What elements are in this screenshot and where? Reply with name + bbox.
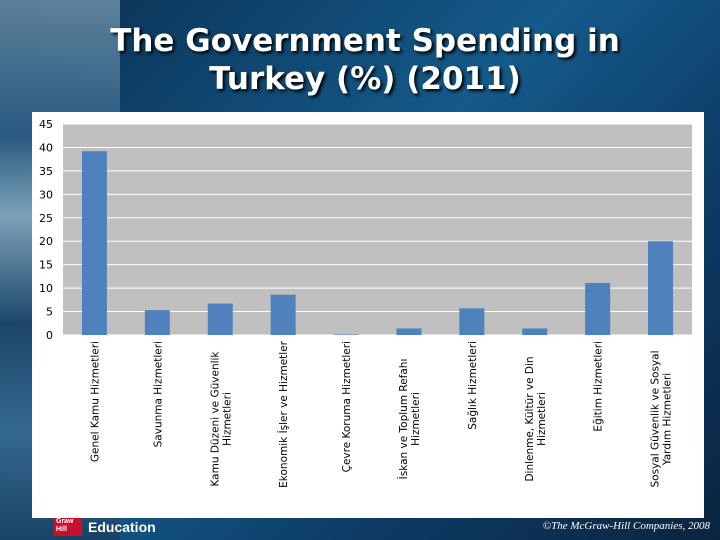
y-tick-label: 0 <box>46 329 53 342</box>
bar-chart: 0 5 10 15 20 25 30 35 40 45 Genel Kamu Hizmetleri S… <box>39 118 692 488</box>
bar <box>585 282 611 335</box>
x-tick-label: Dinlenme, Kültür ve Din Hizmetleri <box>524 356 548 481</box>
y-tick-label: 40 <box>39 141 53 154</box>
slide-title-line-1: The Government Spending in <box>110 23 620 59</box>
x-tick-label: Çevre Koruma Hizmetleri <box>341 341 353 472</box>
bar <box>81 151 107 335</box>
x-tick-label-line: Dinlenme, Kültür ve Din <box>524 356 536 481</box>
x-tick-label: Savunma Hizmetleri <box>152 341 164 447</box>
x-tick-label-line: Hizmetleri <box>221 392 233 446</box>
x-tick-label-line: Çevre Koruma Hizmetleri <box>341 341 353 472</box>
logo-badge: Graw Hill <box>54 518 82 536</box>
x-tick-label-line: Sosyal Güvenlik ve Sosyal <box>650 351 662 488</box>
x-tick-label-line: Kamu Düzeni ve Güvenlik <box>209 351 221 487</box>
y-tick-label: 5 <box>46 306 53 319</box>
x-tick-label-line: Hizmetleri <box>410 392 422 446</box>
x-tick-label-line: Ekonomik İşler ve Hizmetler <box>277 340 290 488</box>
publisher-logo: Graw Hill Education <box>54 518 156 536</box>
x-tick-label-line: Yardım Hizmetleri <box>662 373 674 466</box>
x-tick-label-line: Sağlık Hizmetleri <box>467 341 479 430</box>
chart-panel: 0 5 10 15 20 25 30 35 40 45 Genel Kamu Hizmetleri S… <box>32 112 704 518</box>
logo-word: Education <box>88 519 156 535</box>
logo-badge-bottom: Hill <box>56 526 67 533</box>
slide-title: The Government Spending in Turkey (%) (2… <box>60 22 670 98</box>
bar <box>207 303 233 335</box>
y-tick-label: 15 <box>39 259 53 272</box>
bar <box>396 328 422 335</box>
x-tick-label: Eğitim Hizmetleri <box>593 341 605 432</box>
x-tick-label: Ekonomik İşler ve Hizmetler <box>277 340 290 488</box>
x-tick-label: İskan ve Toplum Refahı Hizmetleri <box>397 359 422 480</box>
bar <box>648 241 674 335</box>
y-tick-label: 25 <box>39 212 53 225</box>
logo-badge-top: Graw <box>56 518 74 525</box>
y-tick-label: 45 <box>39 118 53 131</box>
bar <box>522 328 548 335</box>
slide-title-line-2: Turkey (%) (2011) <box>209 61 521 97</box>
x-tick-label-line: Genel Kamu Hizmetleri <box>89 341 101 462</box>
x-tick-label: Kamu Düzeni ve Güvenlik Hizmetleri <box>209 351 233 487</box>
x-tick-label: Genel Kamu Hizmetleri <box>89 341 101 462</box>
x-tick-label: Sağlık Hizmetleri <box>467 341 479 430</box>
x-tick-label-line: Eğitim Hizmetleri <box>593 341 605 432</box>
x-tick-label: Sosyal Güvenlik ve Sosyal Yardım Hizmetle… <box>650 351 674 488</box>
x-tick-label-line: İskan ve Toplum Refahı <box>397 359 410 480</box>
y-tick-label: 30 <box>39 188 53 201</box>
bar <box>144 310 170 335</box>
bar <box>459 308 485 335</box>
bar <box>270 294 296 335</box>
x-tick-label-line: Hizmetleri <box>536 392 548 446</box>
x-tick-label-line: Savunma Hizmetleri <box>152 341 164 447</box>
copyright-notice: ©The McGraw-Hill Companies, 2008 <box>542 520 710 532</box>
bar <box>333 334 359 336</box>
y-tick-label: 35 <box>39 165 53 178</box>
y-tick-label: 20 <box>39 235 53 248</box>
y-tick-label: 10 <box>39 282 53 295</box>
